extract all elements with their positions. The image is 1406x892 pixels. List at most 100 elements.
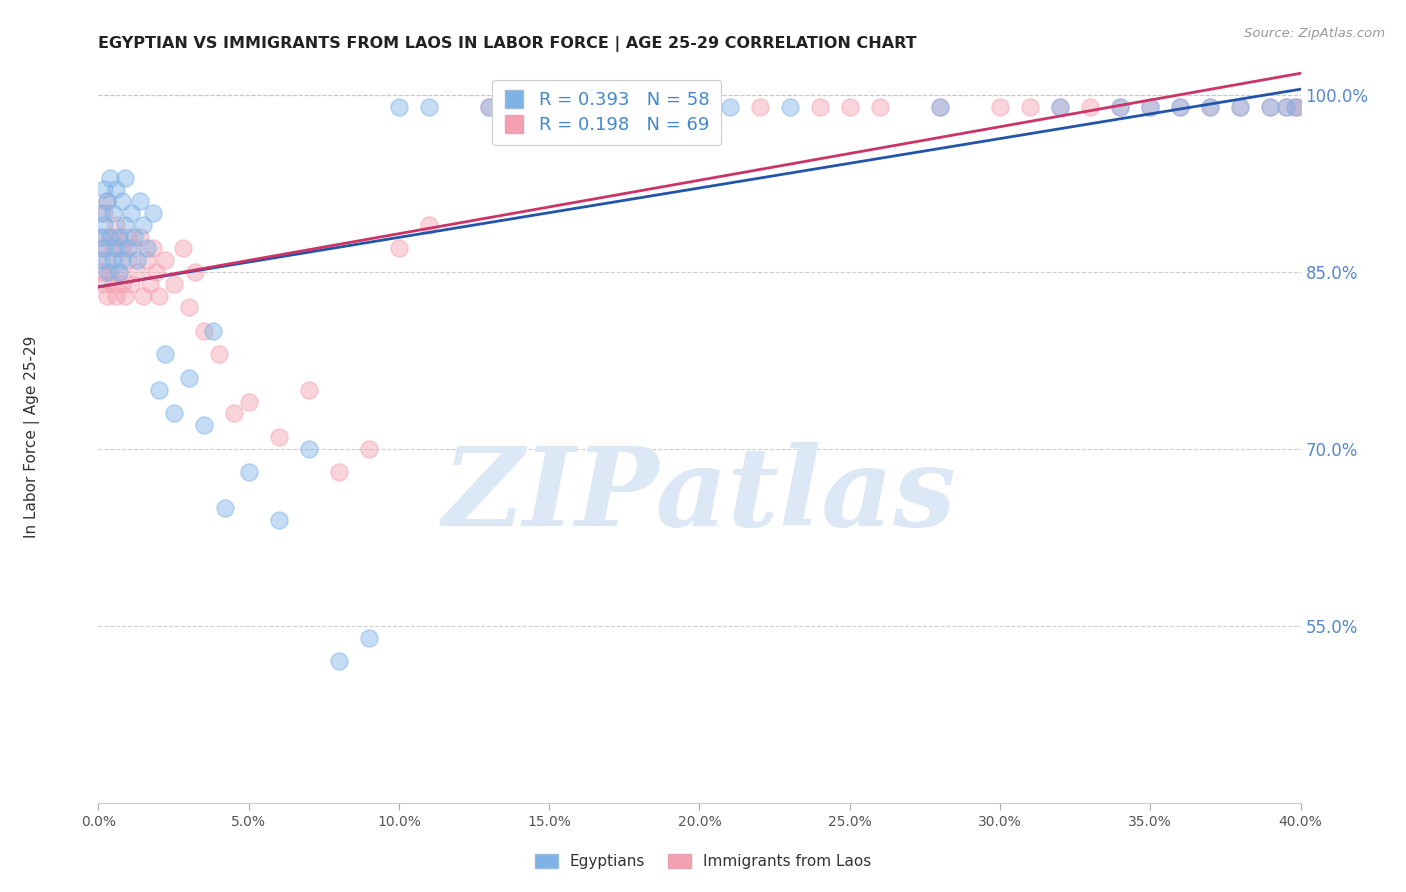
Point	[111, 253, 134, 268]
Point	[222, 407, 245, 421]
Point	[208, 347, 231, 361]
Point	[117, 229, 139, 244]
Point	[103, 253, 125, 268]
Point	[1019, 100, 1042, 114]
Point	[328, 654, 350, 668]
Point	[111, 241, 134, 255]
Point	[132, 288, 155, 302]
Point	[117, 253, 139, 268]
Point	[103, 277, 125, 291]
Point	[108, 229, 131, 244]
Point	[598, 100, 620, 114]
Point	[129, 194, 152, 208]
Point	[1078, 100, 1101, 114]
Point	[201, 324, 224, 338]
Point	[100, 229, 122, 244]
Point	[1199, 100, 1222, 114]
Point	[105, 218, 128, 232]
Point	[135, 241, 157, 255]
Point	[103, 241, 125, 255]
Legend: Egyptians, Immigrants from Laos: Egyptians, Immigrants from Laos	[529, 848, 877, 875]
Point	[132, 218, 155, 232]
Point	[124, 241, 146, 255]
Point	[418, 218, 440, 232]
Point	[108, 265, 131, 279]
Point	[177, 371, 200, 385]
Point	[93, 241, 115, 255]
Point	[1229, 100, 1251, 114]
Point	[357, 442, 380, 456]
Point	[1284, 100, 1306, 114]
Point	[177, 301, 200, 315]
Point	[100, 170, 122, 185]
Point	[100, 229, 122, 244]
Point	[117, 241, 139, 255]
Point	[298, 383, 321, 397]
Point	[388, 100, 411, 114]
Text: EGYPTIAN VS IMMIGRANTS FROM LAOS IN LABOR FORCE | AGE 25-29 CORRELATION CHART: EGYPTIAN VS IMMIGRANTS FROM LAOS IN LABO…	[98, 36, 917, 52]
Point	[1109, 100, 1132, 114]
Point	[96, 253, 118, 268]
Point	[141, 241, 163, 255]
Point	[214, 500, 236, 515]
Point	[96, 288, 118, 302]
Point	[162, 407, 184, 421]
Point	[1109, 100, 1132, 114]
Point	[1229, 100, 1251, 114]
Point	[1139, 100, 1161, 114]
Text: Source: ZipAtlas.com: Source: ZipAtlas.com	[1244, 27, 1385, 40]
Point	[141, 206, 163, 220]
Text: In Labor Force | Age 25-29: In Labor Force | Age 25-29	[24, 336, 41, 538]
Point	[267, 430, 290, 444]
Point	[103, 206, 125, 220]
Point	[93, 182, 115, 196]
Point	[121, 206, 143, 220]
Point	[100, 265, 122, 279]
Point	[162, 277, 184, 291]
Point	[538, 100, 561, 114]
Point	[267, 513, 290, 527]
Point	[105, 288, 128, 302]
Point	[1286, 100, 1309, 114]
Point	[357, 631, 380, 645]
Point	[96, 194, 118, 208]
Point	[93, 218, 115, 232]
Point	[105, 182, 128, 196]
Point	[1274, 100, 1296, 114]
Point	[153, 347, 176, 361]
Point	[658, 100, 681, 114]
Text: ZIPatlas: ZIPatlas	[443, 442, 956, 549]
Point	[298, 442, 321, 456]
Point	[108, 265, 131, 279]
Point	[568, 100, 591, 114]
Point	[538, 100, 561, 114]
Point	[478, 100, 501, 114]
Point	[93, 206, 115, 220]
Point	[1170, 100, 1192, 114]
Point	[129, 229, 152, 244]
Point	[1274, 100, 1296, 114]
Point	[1139, 100, 1161, 114]
Point	[93, 229, 115, 244]
Point	[838, 100, 860, 114]
Point	[90, 206, 112, 220]
Point	[808, 100, 831, 114]
Point	[988, 100, 1011, 114]
Point	[114, 288, 136, 302]
Point	[478, 100, 501, 114]
Point	[127, 265, 149, 279]
Point	[114, 218, 136, 232]
Legend: R = 0.393   N = 58, R = 0.198   N = 69: R = 0.393 N = 58, R = 0.198 N = 69	[492, 80, 720, 145]
Point	[688, 100, 710, 114]
Point	[238, 394, 260, 409]
Point	[90, 253, 112, 268]
Point	[96, 194, 118, 208]
Point	[90, 241, 112, 255]
Point	[183, 265, 205, 279]
Point	[148, 288, 170, 302]
Point	[1049, 100, 1071, 114]
Point	[148, 383, 170, 397]
Point	[121, 277, 143, 291]
Point	[1199, 100, 1222, 114]
Point	[108, 229, 131, 244]
